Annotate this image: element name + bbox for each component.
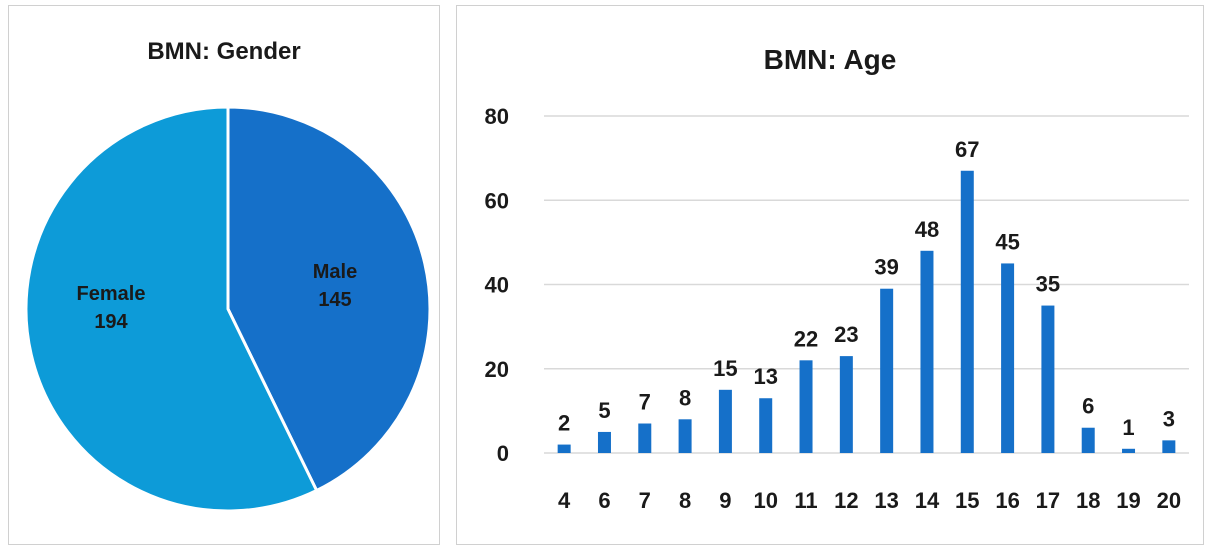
bar bbox=[960, 170, 974, 453]
data-label: 1 bbox=[1122, 415, 1134, 440]
y-tick-label: 0 bbox=[497, 441, 509, 466]
x-tick-label: 7 bbox=[639, 488, 651, 513]
pie-slice-female bbox=[24, 105, 319, 513]
bar bbox=[839, 356, 853, 453]
data-label: 67 bbox=[955, 137, 979, 162]
bar bbox=[638, 423, 652, 453]
bar bbox=[1001, 263, 1015, 453]
data-label: 35 bbox=[1036, 272, 1060, 297]
bar bbox=[799, 360, 813, 453]
bar bbox=[920, 250, 934, 453]
data-label: 7 bbox=[639, 390, 651, 415]
x-tick-label: 16 bbox=[995, 488, 1019, 513]
data-label: 23 bbox=[834, 322, 858, 347]
bar bbox=[880, 288, 894, 453]
bar bbox=[759, 398, 773, 453]
pie-slice-male bbox=[226, 105, 432, 493]
pie-label-female: Female 194 bbox=[77, 283, 146, 333]
x-tick-label: 19 bbox=[1116, 488, 1140, 513]
data-label: 39 bbox=[874, 255, 898, 280]
bar bbox=[1081, 427, 1095, 453]
data-label: 45 bbox=[995, 229, 1019, 254]
x-tick-label: 14 bbox=[915, 488, 940, 513]
bar bbox=[1041, 305, 1055, 453]
bar bbox=[678, 419, 692, 453]
x-tick-label: 18 bbox=[1076, 488, 1100, 513]
y-tick-label: 80 bbox=[485, 104, 509, 129]
data-label: 13 bbox=[753, 364, 777, 389]
bar bbox=[1122, 448, 1136, 453]
data-label: 5 bbox=[598, 398, 610, 423]
gender-pie-chart: Male 145 Female 194 bbox=[24, 105, 432, 513]
data-label: 48 bbox=[915, 217, 939, 242]
x-tick-label: 6 bbox=[598, 488, 610, 513]
bar bbox=[557, 444, 571, 453]
y-tick-label: 20 bbox=[485, 357, 509, 382]
bar bbox=[597, 431, 611, 453]
bar bbox=[1162, 440, 1176, 453]
x-tick-label: 13 bbox=[874, 488, 898, 513]
age-chart-panel: BMN: Age 0 20 40 60 80 2 4 5 6 7 7 8 8 15 9 13 10 22 11 23 1… bbox=[456, 5, 1204, 545]
pie-label-male: Male 145 bbox=[313, 261, 357, 311]
x-tick-label: 12 bbox=[834, 488, 858, 513]
x-tick-label: 17 bbox=[1036, 488, 1060, 513]
gender-chart-panel: BMN: Gender Male 145 Female 194 bbox=[8, 5, 440, 545]
x-tick-label: 11 bbox=[794, 488, 817, 513]
age-chart-title: BMN: Age bbox=[763, 44, 897, 75]
age-bar-chart: 0204060802456778815913102211231239134814… bbox=[485, 104, 1189, 513]
bar bbox=[718, 389, 732, 453]
x-tick-label: 10 bbox=[753, 488, 777, 513]
x-tick-label: 8 bbox=[679, 488, 691, 513]
y-tick-label: 60 bbox=[485, 188, 509, 213]
data-label: 15 bbox=[713, 356, 737, 381]
data-label: 22 bbox=[794, 326, 818, 351]
data-label: 3 bbox=[1163, 406, 1175, 431]
gender-chart-title: BMN: Gender bbox=[147, 38, 301, 65]
y-tick-label: 40 bbox=[485, 273, 509, 298]
x-tick-label: 15 bbox=[955, 488, 979, 513]
data-label: 2 bbox=[558, 411, 570, 436]
x-tick-label: 20 bbox=[1157, 488, 1181, 513]
data-label: 6 bbox=[1082, 394, 1094, 419]
x-tick-label: 4 bbox=[558, 488, 571, 513]
x-tick-label: 9 bbox=[719, 488, 731, 513]
data-label: 8 bbox=[679, 385, 691, 410]
